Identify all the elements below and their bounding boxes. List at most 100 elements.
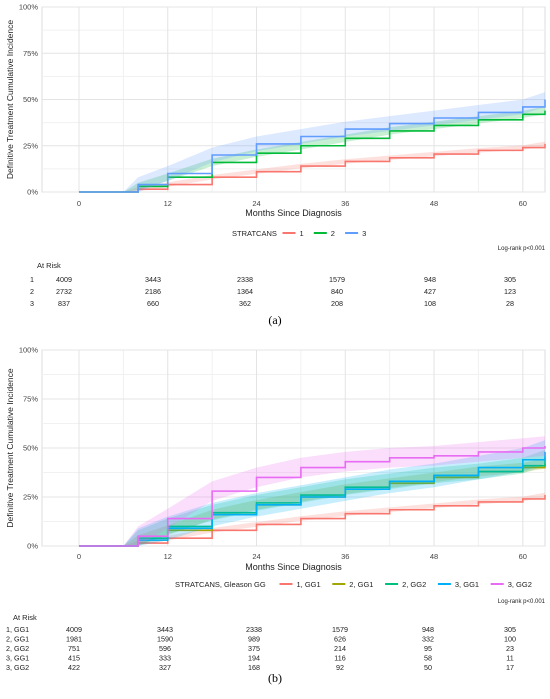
at-risk-title: At Risk [37, 261, 61, 270]
at-risk-row-label: 3, GG1 [6, 654, 29, 663]
at-risk-value: 50 [424, 663, 432, 672]
at-risk-value: 214 [334, 644, 346, 653]
y-tick-label: 50% [23, 444, 38, 453]
at-risk-row-label: 2 [30, 287, 34, 296]
series-line [78, 451, 546, 547]
y-tick-label: 0% [27, 542, 38, 551]
at-risk-value: 1579 [329, 275, 345, 284]
confidence-band [78, 436, 545, 546]
at-risk-value: 989 [248, 635, 260, 644]
confidence-band [78, 92, 545, 192]
at-risk-value: 2186 [145, 287, 161, 296]
chart-panel-b: 0 12 24 36 48 60 0% 25% 50% 75% 100% Months Since D… [0, 342, 550, 694]
at-risk-value: 194 [248, 654, 260, 663]
logrank-label: Log-rank p<0.001 [498, 246, 546, 252]
confidence-band [78, 440, 545, 546]
y-axis-label: Definitive Treatment Cumulative Incidenc… [5, 368, 15, 527]
at-risk-value: 168 [248, 663, 260, 672]
y-tick-label: 100% [19, 346, 39, 355]
at-risk-value: 375 [248, 644, 260, 653]
logrank-label: Log-rank p<0.001 [498, 599, 546, 605]
x-tick-label: 48 [430, 552, 438, 561]
at-risk-value: 333 [159, 654, 171, 663]
legend-label: 1 [300, 229, 304, 238]
at-risk-value: 208 [331, 299, 343, 308]
at-risk-row-label: 2, GG1 [6, 635, 29, 644]
y-tick-label: 25% [23, 493, 38, 502]
at-risk-value: 2732 [56, 287, 72, 296]
legend-label: 2, GG2 [402, 580, 426, 589]
x-tick-label: 36 [341, 199, 349, 208]
legend-label: 3, GG2 [508, 580, 532, 589]
panel-caption: (b) [268, 671, 282, 685]
at-risk-row-label: 2, GG2 [6, 644, 29, 653]
confidence-band [78, 106, 545, 192]
at-risk-value: 305 [504, 625, 516, 634]
at-risk-value: 100 [504, 635, 516, 644]
at-risk-value: 415 [68, 654, 80, 663]
y-tick-label: 100% [19, 3, 39, 12]
at-risk-value: 427 [424, 287, 436, 296]
at-risk-value: 626 [334, 635, 346, 644]
series-line [78, 110, 546, 193]
at-risk-value: 3443 [145, 275, 161, 284]
x-tick-label: 60 [519, 199, 527, 208]
x-tick-label: 24 [252, 199, 260, 208]
at-risk-value: 1579 [332, 625, 348, 634]
at-risk-row-label: 3, GG2 [6, 663, 29, 672]
chart-panel-a: 0 12 24 36 48 60 0% 25% 50% 75% 100% Months Since D… [0, 0, 550, 340]
series-line [78, 143, 546, 193]
legend-label: 3, GG1 [455, 580, 479, 589]
y-tick-label: 50% [23, 95, 38, 104]
at-risk-value: 2338 [237, 275, 253, 284]
at-risk-value: 362 [239, 299, 251, 308]
y-tick-label: 75% [23, 49, 38, 58]
legend-title: STRATCANS, Gleason GG [175, 580, 266, 589]
x-tick-label: 24 [252, 552, 260, 561]
km-chart-a: 0 12 24 36 48 600%25%50%75%100%Months Since D… [5, 3, 546, 327]
at-risk-value: 3443 [157, 625, 173, 634]
legend: STRATCANS, Gleason GG 1, GG1 2, GG1 2, GG2 3… [175, 580, 532, 589]
x-tick-label: 48 [430, 199, 438, 208]
at-risk-value: 305 [504, 275, 516, 284]
at-risk-value: 1590 [157, 635, 173, 644]
at-risk-value: 95 [424, 644, 432, 653]
at-risk-value: 596 [159, 644, 171, 653]
series-line [78, 99, 546, 193]
at-risk-value: 837 [58, 299, 70, 308]
series-line [78, 495, 546, 547]
legend-title: STRATCANS [232, 229, 277, 238]
at-risk-value: 17 [506, 663, 514, 672]
at-risk-value: 332 [422, 635, 434, 644]
at-risk-value: 948 [422, 625, 434, 634]
at-risk-value: 1981 [66, 635, 82, 644]
at-risk-value: 11 [506, 654, 513, 663]
x-tick-label: 0 [77, 552, 81, 561]
at-risk-value: 1364 [237, 287, 253, 296]
confidence-band [78, 449, 545, 546]
at-risk-value: 840 [331, 287, 343, 296]
legend-label: 1, GG1 [297, 580, 321, 589]
at-risk-value: 116 [334, 654, 345, 663]
at-risk-value: 2338 [246, 625, 262, 634]
at-risk-row-label: 3 [30, 299, 34, 308]
x-axis-label: Months Since Diagnosis [245, 208, 342, 218]
at-risk-value: 58 [424, 654, 432, 663]
legend-label: 2 [331, 229, 335, 238]
km-chart-b: 0 12 24 36 48 60 0% 25% 50% 75% 100% Months Since D… [5, 346, 546, 685]
at-risk-value: 327 [159, 663, 171, 672]
legend-label: 2, GG1 [349, 580, 373, 589]
at-risk-value: 123 [504, 287, 516, 296]
at-risk-value: 23 [506, 644, 514, 653]
at-risk-value: 4009 [66, 625, 82, 634]
panel-caption: (a) [268, 313, 281, 327]
at-risk-row-label: 1, GG1 [6, 625, 29, 634]
series-line [78, 457, 546, 547]
x-tick-label: 12 [164, 199, 172, 208]
at-risk-value: 948 [424, 275, 436, 284]
at-risk-value: 4009 [56, 275, 72, 284]
at-risk-value: 28 [506, 299, 514, 308]
y-axis-label: Definitive Treatment Cumulative Incidenc… [5, 20, 15, 179]
x-tick-label: 12 [164, 552, 172, 561]
at-risk-value: 422 [68, 663, 80, 672]
